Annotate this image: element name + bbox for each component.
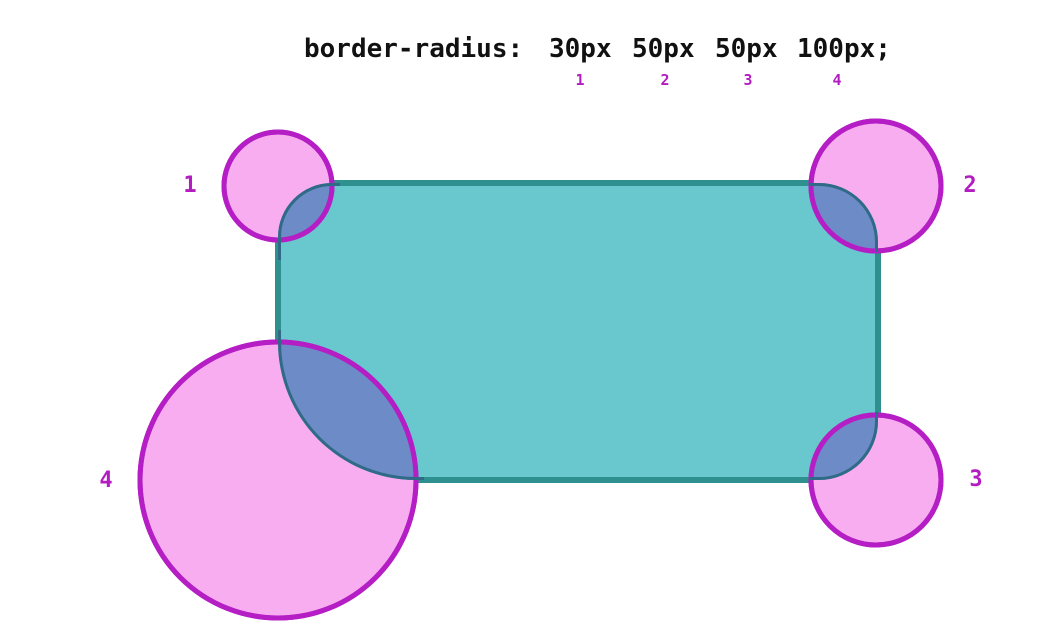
overlap-4 bbox=[278, 342, 416, 480]
code-index-3: 3 bbox=[743, 71, 752, 89]
corner-label-4: 4 bbox=[99, 468, 112, 493]
box-corner-edge-2 bbox=[810, 183, 878, 252]
code-value-4: 100px; bbox=[797, 34, 891, 64]
overlap-3 bbox=[811, 415, 878, 480]
box-edges-overlay bbox=[278, 183, 878, 480]
code-index-4: 4 bbox=[832, 71, 841, 89]
code-property: border-radius: bbox=[304, 34, 523, 64]
code-index-1: 1 bbox=[575, 71, 584, 89]
code-value-3: 50px bbox=[715, 34, 778, 64]
code-index-2: 2 bbox=[660, 71, 669, 89]
code-value-2: 50px bbox=[632, 34, 695, 64]
corner-label-1: 1 bbox=[183, 173, 196, 198]
box-corner-edge-4 bbox=[278, 330, 424, 480]
box-corner-edge-3 bbox=[810, 412, 878, 480]
code-value-1: 30px bbox=[549, 34, 612, 64]
corner-label-2: 2 bbox=[963, 173, 976, 198]
corner-label-3: 3 bbox=[969, 467, 982, 492]
box-corner-edge-1 bbox=[278, 183, 340, 260]
overlap-1 bbox=[278, 183, 332, 240]
